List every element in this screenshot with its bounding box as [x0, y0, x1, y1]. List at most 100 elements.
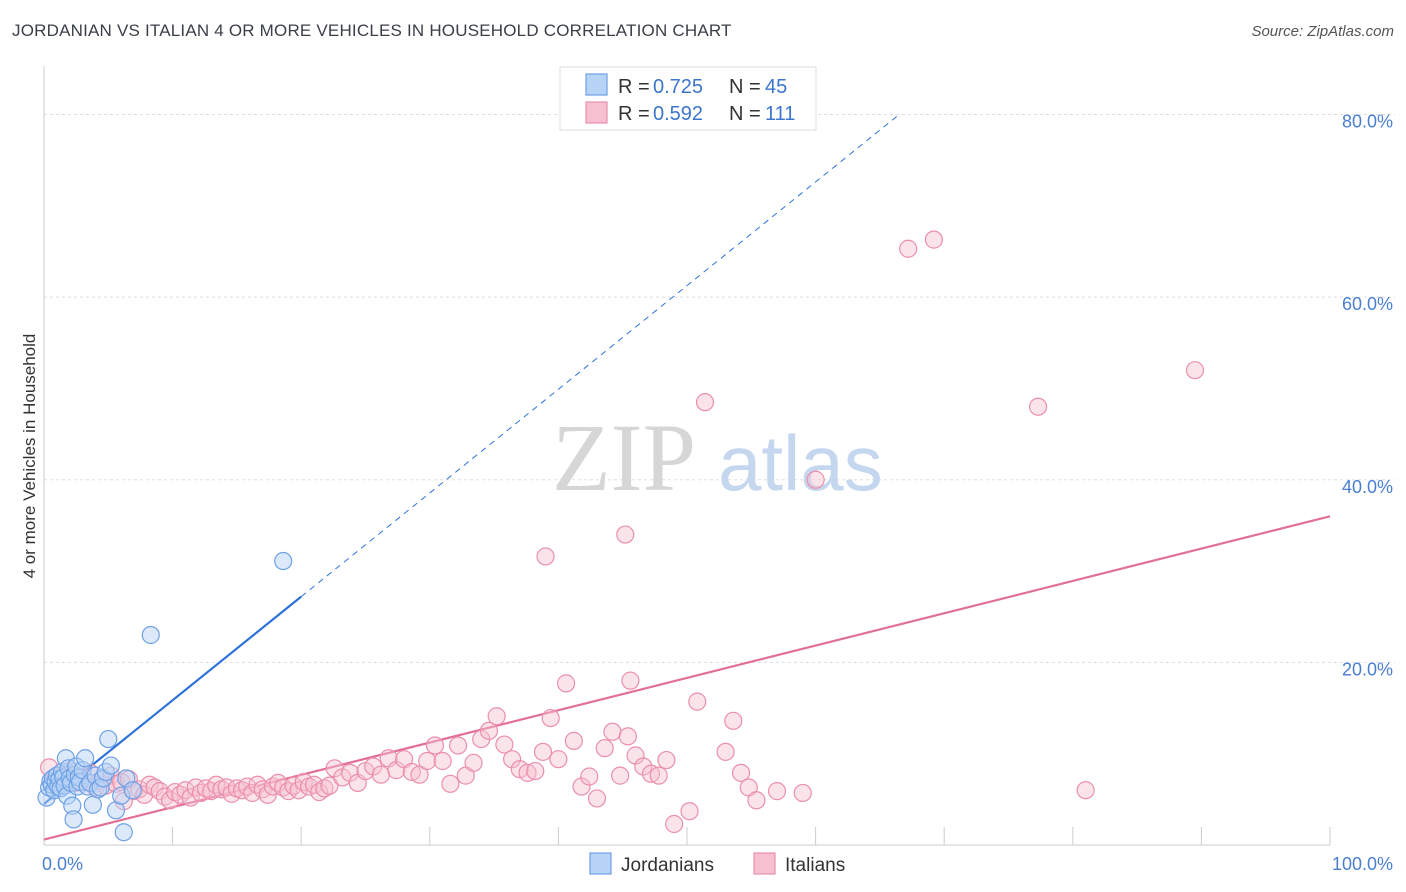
italians-point-72 — [448, 736, 468, 755]
italians-point-117 — [536, 547, 555, 566]
jordanians-point-36 — [99, 729, 118, 749]
jordanians-point-43 — [141, 625, 160, 645]
jordanians-point-42 — [114, 823, 133, 842]
x-tick-labels: 0.0% 100.0% — [42, 854, 1393, 874]
jordanians-point-44 — [274, 551, 293, 571]
italians-point-87 — [564, 731, 583, 751]
watermark-atlas: atlas — [718, 419, 883, 507]
italians-point-119 — [621, 671, 640, 690]
jordanians-n-label: N = — [729, 76, 761, 98]
italians-point-58 — [340, 763, 360, 782]
italians-point-110 — [793, 783, 812, 803]
italians-point-102 — [688, 692, 707, 711]
italians-point-116 — [1185, 361, 1205, 380]
jordanians-r-value: 0.725 — [653, 76, 703, 98]
italians-point-101 — [680, 802, 699, 821]
italians-point-88 — [572, 777, 591, 796]
jordanians-r-label: R = — [618, 76, 650, 98]
italians-point-31 — [196, 779, 216, 798]
italians-point-91 — [595, 739, 614, 758]
watermark-zip: ZIP — [552, 404, 696, 511]
italians-point-68 — [418, 751, 437, 771]
y-axis-title: 4 or more Vehicles in Household — [20, 334, 39, 579]
italians-point-106 — [731, 763, 751, 782]
jordanians-point-41 — [123, 781, 142, 800]
chart-title: JORDANIAN VS ITALIAN 4 OR MORE VEHICLES … — [12, 21, 732, 40]
italians-point-118 — [616, 525, 635, 544]
series-legend: Jordanians Italians — [589, 852, 845, 876]
italians-point-100 — [665, 814, 684, 834]
italians-point-85 — [549, 750, 568, 769]
axes — [43, 66, 1331, 846]
italians-point-83 — [533, 742, 553, 761]
italians-point-112 — [899, 239, 918, 258]
italians-point-92 — [603, 722, 622, 741]
italians-point-20 — [140, 775, 159, 794]
italians-point-71 — [441, 774, 460, 793]
italians-point-62 — [371, 765, 391, 784]
italians-point-78 — [495, 735, 514, 754]
italians-point-36 — [222, 784, 241, 803]
italians-n-label: N = — [729, 103, 761, 125]
italians-point-54 — [315, 779, 334, 798]
italians-point-86 — [557, 674, 576, 693]
italians-point-79 — [503, 750, 522, 769]
italians-point-98 — [649, 766, 668, 785]
jordanians-legend-swatch — [585, 73, 608, 96]
italians-series-swatch — [753, 852, 776, 875]
italians-point-42 — [253, 780, 272, 799]
jordanians-n-value: 45 — [765, 76, 787, 98]
y-tick-label-0: 20.0% — [1342, 659, 1393, 679]
y-tick-label-3: 80.0% — [1342, 112, 1393, 132]
italians-point-96 — [634, 757, 653, 776]
italians-point-84 — [541, 708, 560, 728]
italians-point-93 — [611, 766, 630, 785]
italians-point-76 — [479, 721, 499, 740]
italians-point-22 — [150, 782, 169, 801]
y-tick-labels: 20.0% 40.0% 60.0% 80.0% — [1342, 112, 1393, 680]
jordanians-point-37 — [101, 756, 120, 775]
y-tick-label-2: 60.0% — [1342, 294, 1393, 314]
italians-point-28 — [181, 788, 200, 807]
jordanians-points — [37, 551, 293, 842]
italians-point-111 — [806, 470, 825, 489]
italians-point-94 — [618, 727, 637, 746]
grid-lines — [44, 114, 1395, 663]
stats-legend: R = 0.725 N = 45 R = 0.592 N = 111 — [559, 66, 817, 131]
italians-r-value: 0.592 — [653, 103, 703, 125]
italians-point-99 — [657, 750, 676, 770]
italians-point-55 — [320, 776, 339, 795]
italians-point-90 — [587, 789, 607, 808]
italians-point-103 — [695, 393, 715, 412]
italians-point-105 — [724, 711, 743, 730]
watermark: ZIP atlas — [552, 404, 883, 511]
italians-point-82 — [526, 761, 545, 781]
italians-series-label: Italians — [785, 855, 845, 876]
italians-points — [40, 230, 1205, 834]
italians-point-74 — [464, 753, 483, 772]
jordanians-series-label: Jordanians — [621, 855, 714, 876]
italians-point-89 — [580, 767, 599, 786]
italians-point-108 — [747, 791, 766, 810]
y-tick-label-1: 40.0% — [1342, 477, 1393, 497]
italians-point-69 — [425, 736, 445, 755]
italians-point-77 — [487, 707, 506, 726]
italians-r-label: R = — [618, 103, 650, 125]
x-tick-label-1: 100.0% — [1332, 854, 1393, 874]
italians-point-67 — [410, 765, 429, 784]
jordanians-point-30 — [83, 795, 102, 814]
italians-n-value: 111 — [765, 103, 795, 125]
italians-point-113 — [924, 230, 944, 249]
italians-point-70 — [433, 751, 452, 771]
italians-point-104 — [716, 742, 735, 761]
italians-legend-swatch — [585, 101, 608, 124]
jordanians-trend-extension — [300, 114, 900, 598]
chart-source: Source: ZipAtlas.com — [1251, 23, 1394, 40]
jordanians-series-swatch — [589, 852, 612, 875]
italians-point-109 — [767, 782, 787, 801]
italians-point-115 — [1076, 781, 1095, 800]
italians-trend-line — [43, 515, 1331, 841]
italians-point-114 — [1028, 397, 1048, 416]
jordanians-point-20 — [64, 810, 83, 829]
